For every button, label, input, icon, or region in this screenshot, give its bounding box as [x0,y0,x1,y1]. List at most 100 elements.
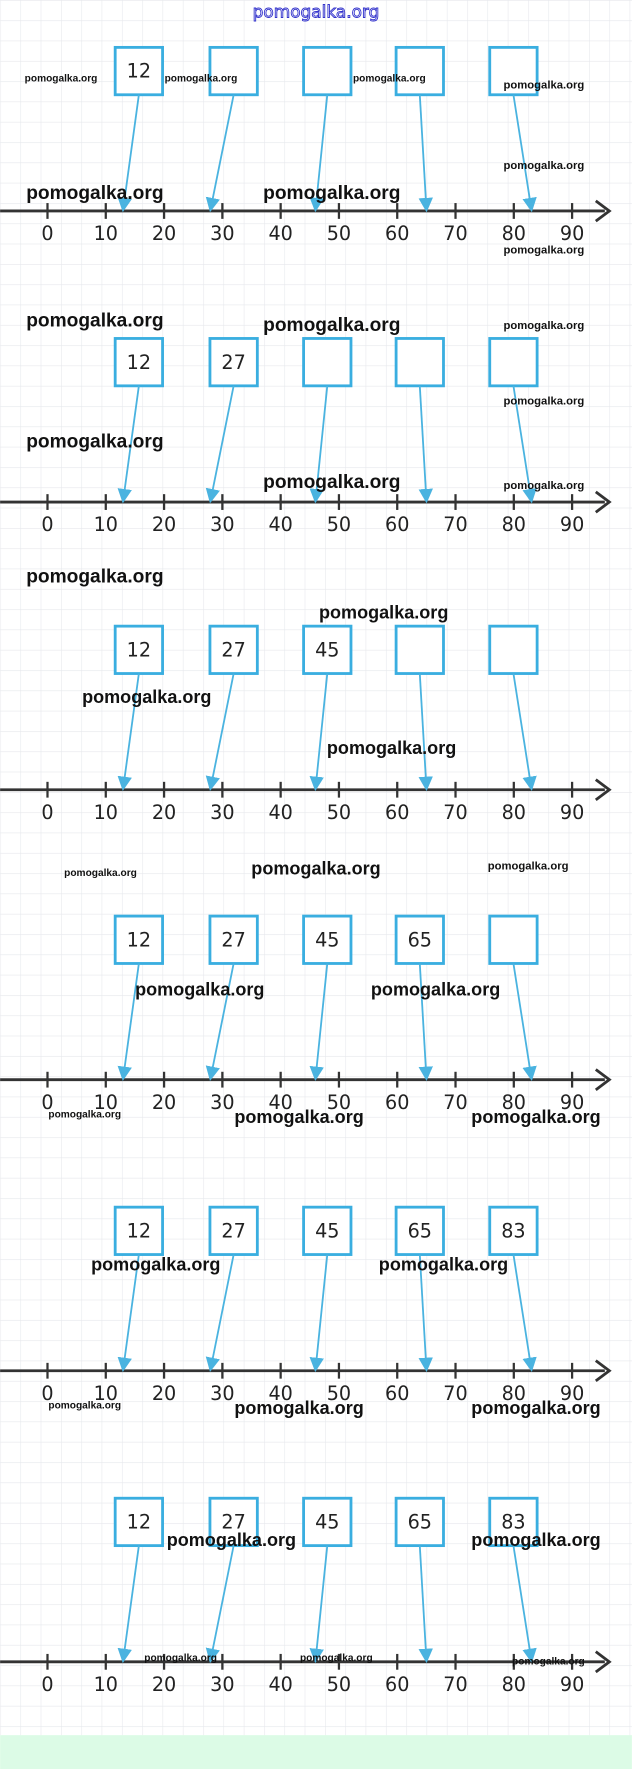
box-number: 65 [408,1219,432,1242]
box-number: 45 [315,1511,339,1534]
pointer-arrow [309,673,329,792]
tick-label: 90 [560,1091,584,1114]
box-number: 83 [501,1219,525,1242]
pointer-arrow [418,385,433,504]
tick-label: 0 [41,513,53,536]
tick-label: 20 [152,1382,176,1405]
watermark: pomogalka.org [26,183,163,204]
tick-label: 40 [268,801,292,824]
pointer-arrow [309,1545,329,1664]
tick-label: 90 [560,222,584,245]
answer-box [302,1205,353,1256]
box-number: 65 [408,1511,432,1534]
box-number: 27 [221,1511,245,1534]
tick-label: 50 [327,1673,351,1696]
pointer-arrow [205,963,235,1081]
tick-label: 70 [443,1673,467,1696]
footer-band [0,1735,632,1769]
tick-label: 50 [327,222,351,245]
box-number: 27 [221,928,245,951]
tick-label: 50 [327,513,351,536]
watermark: pomogalka.org [251,859,380,879]
pointer-arrow [418,1545,433,1664]
watermark: pomogalka.org [234,1107,363,1127]
tick-label: 80 [502,513,526,536]
pointer-arrow [512,1254,537,1373]
header-watermark: pomogalka.org [253,1,380,21]
watermark: pomogalka.org [91,1255,220,1275]
watermark: pomogalka.org [504,80,585,92]
watermark: pomogalka.org [263,183,400,204]
watermark: pomogalka.org [512,1657,585,1668]
pointer-arrow [418,673,433,792]
box-number: 12 [127,1511,151,1534]
pointer-arrow [512,1545,537,1664]
box-number: 12 [127,928,151,951]
tick-label: 10 [94,513,118,536]
line-arrowhead [594,199,612,223]
tick-label: 60 [385,801,409,824]
pointer-arrow [512,963,537,1081]
box-number: 27 [221,638,245,661]
watermark: pomogalka.org [504,480,585,492]
box-number: 45 [315,638,339,661]
line-arrowhead [594,1359,612,1383]
tick-label: 30 [210,801,234,824]
tick-label: 80 [502,801,526,824]
pointer-arrow [309,963,329,1082]
tick-label: 70 [443,222,467,245]
watermark: pomogalka.org [504,244,585,256]
pointer-arrow [205,1254,235,1373]
answer-box [302,45,353,97]
watermark: pomogalka.org [234,1398,363,1418]
answer-box [394,337,445,388]
watermark: pomogalka.org [26,567,163,588]
watermark: pomogalka.org [135,979,264,999]
pointer-arrow [205,385,235,504]
answer-box [208,624,259,675]
answer-box [394,624,445,675]
watermark: pomogalka.org [263,315,400,336]
tick-label: 10 [94,222,118,245]
box-number: 45 [315,1219,339,1242]
pointer-arrow [117,385,140,504]
pointer-arrow [117,963,140,1081]
box-number: 12 [127,60,151,83]
answer-box [488,337,539,388]
tick-label: 10 [94,801,118,824]
watermark: pomogalka.org [144,1653,217,1664]
line-arrowhead [594,1068,612,1091]
tick-label: 70 [443,801,467,824]
tick-label: 30 [210,222,234,245]
tick-label: 0 [41,222,53,245]
watermark: pomogalka.org [471,1398,600,1418]
pointer-arrow [512,94,537,213]
watermark: pomogalka.org [167,1530,296,1550]
answer-box [488,45,539,97]
tick-label: 70 [443,1382,467,1405]
pointer-arrow [418,94,433,213]
tick-label: 60 [385,1673,409,1696]
tick-label: 40 [268,1673,292,1696]
box-number: 12 [127,1219,151,1242]
line-arrowhead [594,490,612,514]
answer-box [394,45,445,97]
answer-box [113,1205,164,1256]
tick-label: 0 [41,1382,53,1405]
answer-box [113,1496,164,1548]
pointer-arrow [418,963,433,1082]
watermark: pomogalka.org [504,396,585,408]
answer-box [113,45,164,97]
answer-box [113,624,164,675]
watermark: pomogalka.org [48,1109,121,1120]
pointer-arrow [117,673,140,792]
pointer-arrow [205,1545,235,1664]
watermark: pomogalka.org [471,1107,600,1127]
answer-box [488,1496,539,1548]
watermark: pomogalka.org [300,1653,373,1664]
tick-label: 90 [560,513,584,536]
pointer-arrow [309,94,329,213]
watermark: pomogalka.org [25,74,98,85]
tick-label: 80 [502,1091,526,1114]
